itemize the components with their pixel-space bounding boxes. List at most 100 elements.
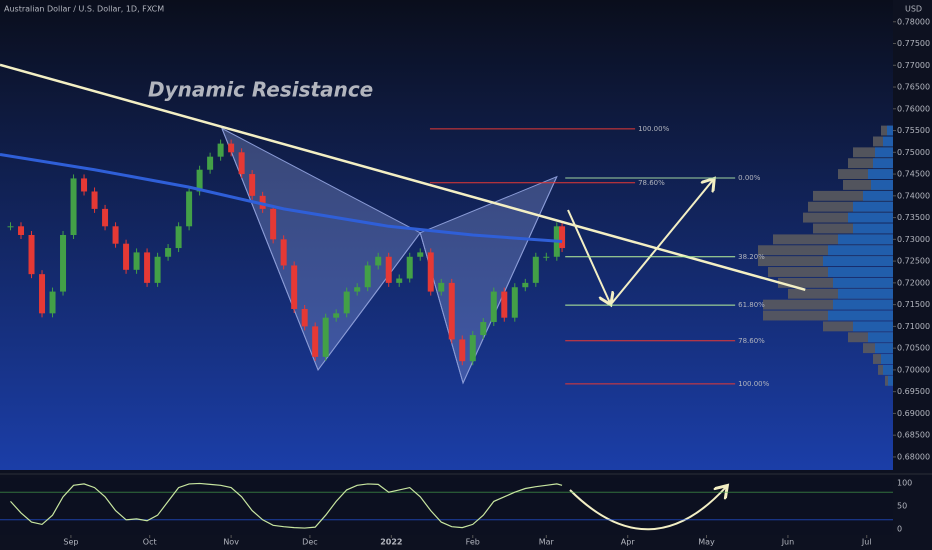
resistance-label: Dynamic Resistance bbox=[148, 78, 373, 102]
profile-total bbox=[758, 245, 893, 256]
candle bbox=[291, 265, 298, 309]
candle bbox=[102, 208, 109, 227]
oscillator-tick-label: 50 bbox=[897, 502, 907, 511]
profile-up bbox=[868, 169, 893, 180]
y-tick-label: 0.71500 bbox=[897, 300, 930, 309]
y-tick-label: 0.69500 bbox=[897, 387, 930, 396]
profile-total bbox=[763, 299, 893, 310]
oscillator-pane bbox=[0, 478, 893, 535]
y-tick-label: 0.75500 bbox=[897, 126, 930, 135]
profile-up bbox=[853, 201, 893, 212]
candle bbox=[196, 169, 203, 192]
profile-total bbox=[843, 180, 893, 190]
candle bbox=[501, 291, 508, 318]
x-tick-label: Dec bbox=[302, 538, 317, 547]
profile-up bbox=[881, 354, 893, 364]
oscillator-tick-label: 100 bbox=[897, 479, 912, 488]
candle bbox=[427, 252, 434, 292]
fib-label: 78.60% bbox=[738, 337, 765, 345]
fib-label: 100.00% bbox=[638, 125, 669, 133]
x-tick-label: Apr bbox=[621, 538, 636, 547]
candle bbox=[469, 335, 476, 362]
profile-up bbox=[823, 256, 893, 267]
x-tick-label: May bbox=[698, 538, 715, 547]
profile-up bbox=[848, 212, 893, 223]
y-tick-label: 0.76500 bbox=[897, 83, 930, 92]
y-tick-label: 0.76000 bbox=[897, 104, 930, 113]
candle bbox=[333, 313, 340, 318]
y-tick-label: 0.69000 bbox=[897, 409, 930, 418]
candle bbox=[249, 174, 256, 196]
y-tick-label: 0.77000 bbox=[897, 61, 930, 70]
candle bbox=[144, 252, 151, 283]
profile-total bbox=[813, 190, 893, 201]
oscillator-line bbox=[10, 482, 563, 529]
profile-up bbox=[828, 267, 893, 277]
candle bbox=[448, 282, 455, 340]
candle bbox=[532, 256, 539, 283]
candle bbox=[154, 256, 161, 283]
candle bbox=[7, 226, 14, 228]
profile-up bbox=[871, 180, 893, 190]
profile-up bbox=[833, 299, 893, 310]
x-tick-label: Nov bbox=[223, 538, 239, 547]
candle bbox=[175, 226, 182, 249]
candle bbox=[217, 143, 224, 157]
profile-up bbox=[883, 364, 893, 375]
x-tick-label: Oct bbox=[143, 538, 157, 547]
candle bbox=[280, 239, 287, 266]
moving-average bbox=[0, 153, 563, 244]
profile-total bbox=[848, 158, 893, 169]
y-tick-label: 0.68500 bbox=[897, 431, 930, 440]
profile-up bbox=[887, 125, 893, 136]
candle bbox=[522, 282, 529, 288]
profile-total bbox=[773, 234, 893, 245]
candle bbox=[49, 291, 56, 314]
profile-up bbox=[883, 136, 893, 147]
profile-up bbox=[875, 343, 893, 354]
candle bbox=[91, 191, 98, 209]
candle bbox=[438, 282, 445, 292]
x-tick-label: Jul bbox=[861, 538, 872, 547]
candle bbox=[396, 278, 403, 283]
profile-up bbox=[838, 288, 893, 299]
resistance-line bbox=[0, 63, 806, 292]
y-tick-label: 0.68000 bbox=[897, 452, 930, 461]
candle bbox=[70, 178, 77, 235]
candle bbox=[259, 195, 266, 209]
profile-up bbox=[875, 147, 893, 158]
y-tick-label: 0.72500 bbox=[897, 257, 930, 266]
candle bbox=[207, 156, 214, 170]
profile-up bbox=[863, 190, 893, 201]
x-tick-label: Feb bbox=[466, 538, 480, 547]
fib-label: 100.00% bbox=[738, 380, 769, 388]
candle bbox=[364, 265, 371, 288]
fib-label: 38.20% bbox=[738, 253, 765, 261]
candle bbox=[312, 326, 319, 357]
candle bbox=[417, 252, 424, 257]
profile-up bbox=[888, 375, 893, 386]
candle bbox=[322, 317, 329, 357]
candle bbox=[60, 235, 67, 292]
fib-label: 61.80% bbox=[738, 301, 765, 309]
candle bbox=[81, 178, 88, 192]
oscillator-tick-label: 0 bbox=[897, 525, 902, 534]
candle bbox=[270, 208, 277, 240]
candle bbox=[186, 191, 193, 227]
profile-total bbox=[838, 169, 893, 180]
candle bbox=[228, 143, 235, 153]
y-tick-label: 0.73000 bbox=[897, 235, 930, 244]
profile-up bbox=[828, 245, 893, 256]
candle bbox=[559, 226, 566, 249]
candle bbox=[112, 226, 119, 244]
fib-label: 0.00% bbox=[738, 174, 761, 182]
y-tick-label: 0.70500 bbox=[897, 344, 930, 353]
candle bbox=[375, 256, 382, 266]
candle bbox=[406, 256, 413, 279]
chart-title: Australian Dollar / U.S. Dollar, 1D, FXC… bbox=[4, 5, 164, 14]
profile-total bbox=[853, 147, 893, 158]
x-tick-label: 2022 bbox=[380, 538, 402, 547]
y-tick-label: 0.71000 bbox=[897, 322, 930, 331]
curve-arrow bbox=[569, 487, 726, 531]
